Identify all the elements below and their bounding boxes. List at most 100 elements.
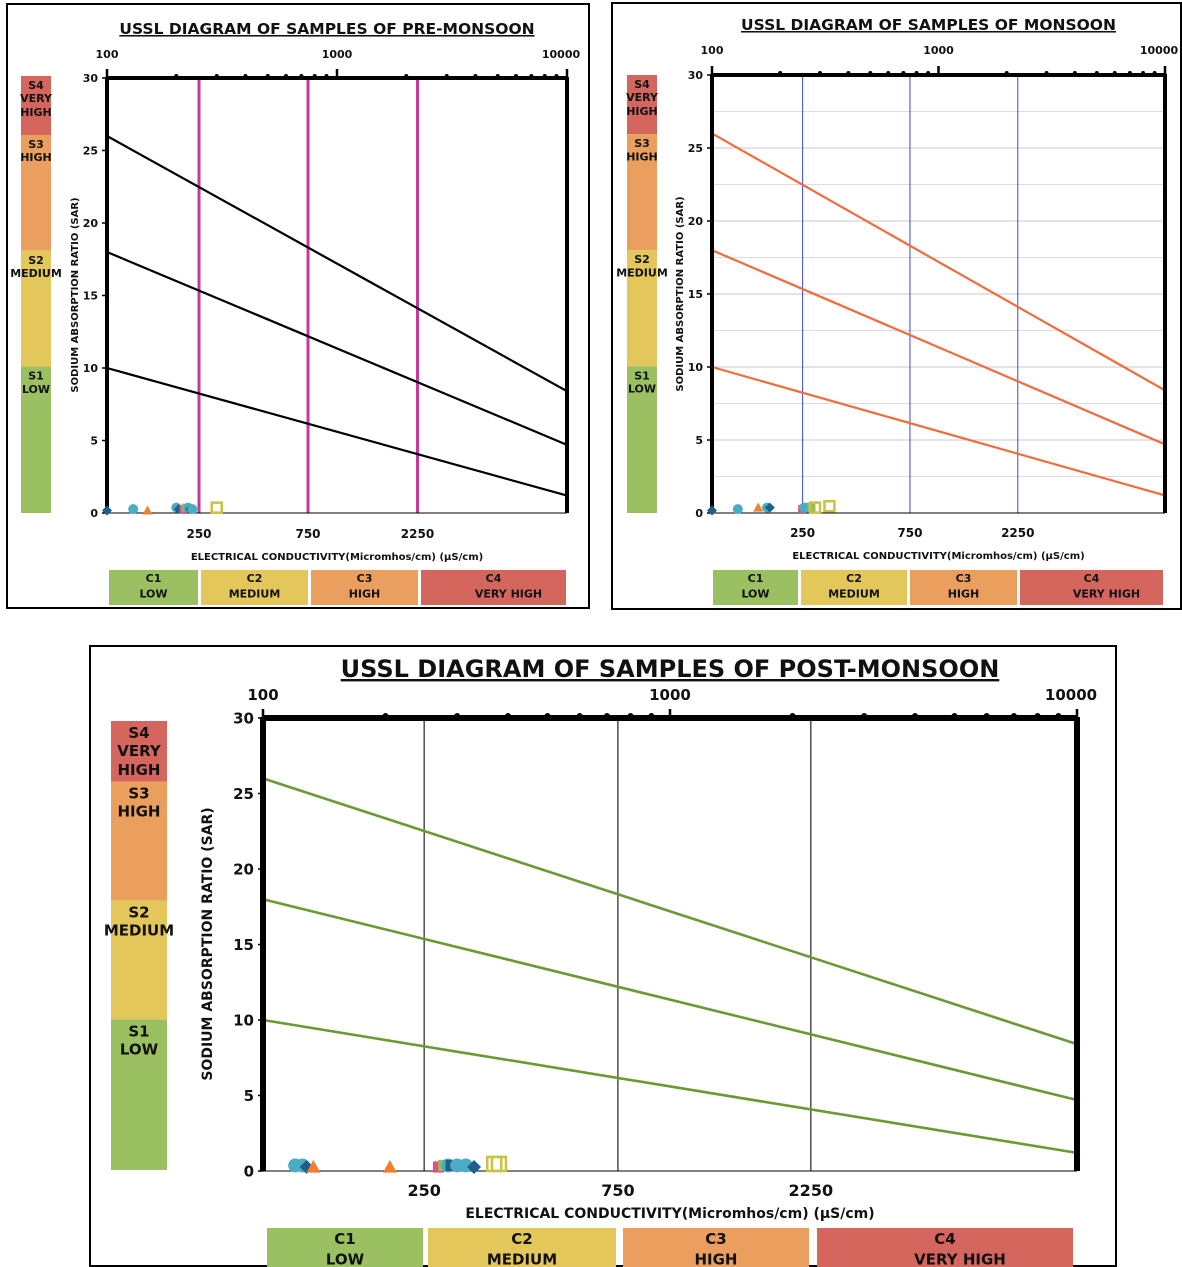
c-class-name: LOW <box>741 587 769 600</box>
s-class-band <box>627 134 657 251</box>
minor-tick <box>404 74 409 78</box>
c-class-name: MEDIUM <box>487 1251 557 1267</box>
c-class-code: C1 <box>748 572 764 585</box>
c-class-band <box>623 1228 809 1267</box>
c-class-band <box>817 1228 1073 1267</box>
top-tick-label: 100 <box>701 44 724 57</box>
s-class-code: S1 <box>128 1023 149 1041</box>
y-tick-label: 15 <box>83 290 98 303</box>
x-axis-label: ELECTRICAL CONDUCTIVITY(Micromhos/cm) (µ… <box>465 1206 874 1222</box>
minor-tick <box>789 713 796 719</box>
s-class-band <box>21 250 51 367</box>
minor-tick <box>912 713 919 719</box>
s-class-name: HIGH <box>117 803 160 821</box>
s-class-code: S3 <box>28 138 44 151</box>
minor-tick <box>648 713 655 719</box>
s-class-code: S4 <box>634 78 650 91</box>
top-tick-label: 10000 <box>542 48 581 61</box>
minor-tick <box>324 74 329 78</box>
c-class-name: HIGH <box>948 587 980 600</box>
s-class-band <box>21 134 51 251</box>
minor-tick <box>901 71 906 75</box>
c-class-name: VERY HIGH <box>1073 587 1140 600</box>
s-class-band <box>111 900 167 1020</box>
c-class-name: VERY HIGH <box>914 1251 1006 1267</box>
s-class-name-word: VERY <box>20 92 53 105</box>
c-class-band <box>428 1228 616 1267</box>
c-class-band <box>201 570 308 605</box>
sample-point <box>382 1159 397 1173</box>
sar-boundary-line <box>711 132 1166 392</box>
minor-tick <box>818 71 823 75</box>
c-class-code: C2 <box>846 572 862 585</box>
minor-tick <box>174 74 179 78</box>
minor-tick <box>542 74 547 78</box>
minor-tick <box>1094 71 1099 75</box>
minor-tick <box>454 713 461 719</box>
sar-boundary-line <box>262 777 1078 1046</box>
c-class-name: HIGH <box>349 587 381 600</box>
y-tick-label: 0 <box>244 1163 254 1181</box>
class-boundary-label: 2250 <box>1001 526 1034 540</box>
s-class-code: S2 <box>634 253 650 266</box>
y-tick-label: 15 <box>233 936 254 954</box>
s-class-code: S4 <box>28 79 44 92</box>
class-boundary-label: 2250 <box>401 527 434 541</box>
c-class-code: C4 <box>1084 572 1100 585</box>
s-class-name-word: VERY <box>117 742 162 760</box>
minor-tick <box>1141 71 1146 75</box>
y-tick-label: 5 <box>695 434 703 447</box>
c-class-name: MEDIUM <box>229 587 281 600</box>
c-class-name: LOW <box>139 587 167 600</box>
sample-point <box>102 505 112 516</box>
minor-tick <box>576 713 583 719</box>
y-tick-label: 10 <box>688 361 704 374</box>
chart-title: USSL DIAGRAM OF SAMPLES OF POST-MONSOON <box>341 655 1000 683</box>
s-class-code: S1 <box>634 369 650 382</box>
s-class-band <box>627 366 657 513</box>
c-class-band <box>421 570 566 605</box>
c-class-name: LOW <box>326 1251 365 1267</box>
class-boundary-label: 250 <box>790 526 815 540</box>
y-tick-label: 5 <box>244 1087 254 1105</box>
sample-point <box>142 505 153 515</box>
c-class-code: C4 <box>934 1230 955 1248</box>
class-boundary-label: 2250 <box>789 1181 834 1200</box>
class-boundary-label: 750 <box>601 1181 634 1200</box>
s-class-name: LOW <box>628 382 656 395</box>
minor-tick <box>1055 713 1062 719</box>
c-class-band <box>267 1228 423 1267</box>
s-class-code: S2 <box>128 904 149 922</box>
sample-point <box>764 502 775 513</box>
top-tick-label: 10000 <box>1140 44 1179 57</box>
sar-boundary-line <box>262 1018 1078 1155</box>
minor-tick <box>868 71 873 75</box>
s-class-name: LOW <box>120 1041 159 1059</box>
c-class-band <box>109 570 198 605</box>
minor-tick <box>299 74 304 78</box>
minor-tick <box>1072 71 1077 75</box>
y-axis-label: SODIUM ABSORPTION RATIO (SAR) <box>70 197 81 392</box>
sample-point <box>128 504 139 515</box>
s-class-band <box>21 76 51 135</box>
s-class-name-word: VERY <box>626 91 659 104</box>
sar-boundary-line <box>106 250 568 446</box>
c-class-name: MEDIUM <box>828 587 880 600</box>
minor-tick <box>382 713 389 719</box>
chart-title: USSL DIAGRAM OF SAMPLES OF MONSOON <box>741 16 1116 34</box>
minor-tick <box>243 74 248 78</box>
minor-tick <box>1044 71 1049 75</box>
minor-tick <box>544 713 551 719</box>
y-tick-label: 0 <box>90 507 98 520</box>
c-class-code: C3 <box>357 572 373 585</box>
s-class-band <box>21 366 51 513</box>
minor-tick <box>444 74 449 78</box>
minor-tick <box>513 74 518 78</box>
y-axis-label: SODIUM ABSORPTION RATIO (SAR) <box>200 807 216 1080</box>
y-tick-label: 0 <box>695 507 703 520</box>
c-class-band <box>713 570 798 605</box>
c-class-code: C2 <box>511 1230 532 1248</box>
minor-tick <box>214 74 219 78</box>
minor-tick <box>1004 71 1009 75</box>
s-class-band <box>627 75 657 135</box>
